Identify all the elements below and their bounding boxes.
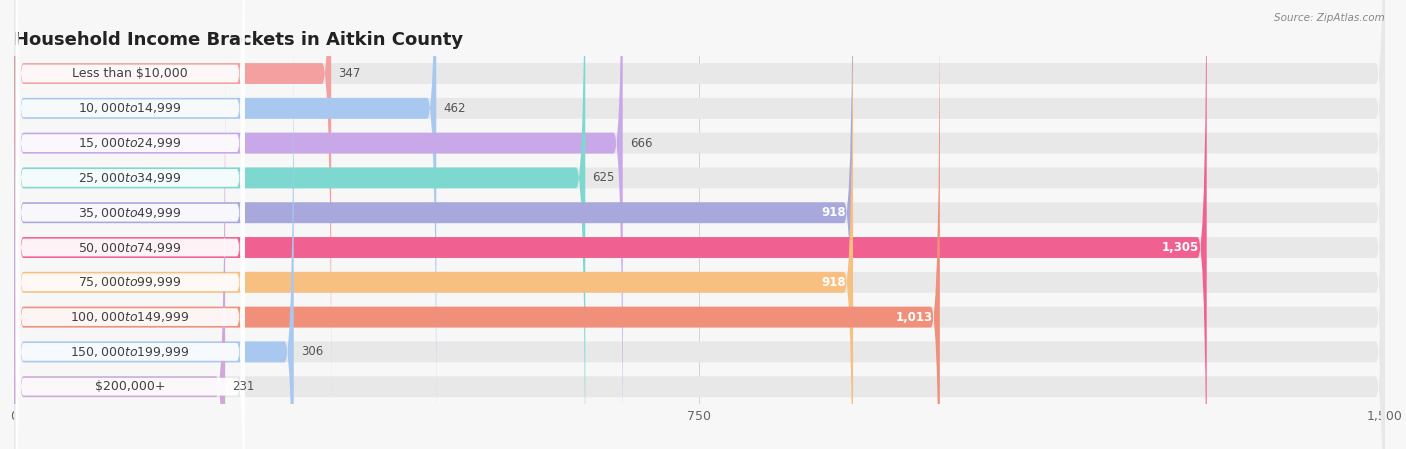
- Text: Source: ZipAtlas.com: Source: ZipAtlas.com: [1274, 13, 1385, 23]
- Text: Less than $10,000: Less than $10,000: [72, 67, 188, 80]
- FancyBboxPatch shape: [14, 0, 853, 449]
- FancyBboxPatch shape: [14, 14, 1385, 449]
- FancyBboxPatch shape: [14, 14, 294, 449]
- FancyBboxPatch shape: [15, 48, 245, 449]
- Text: 1,013: 1,013: [896, 311, 932, 324]
- FancyBboxPatch shape: [14, 0, 585, 449]
- Text: $200,000+: $200,000+: [94, 380, 166, 393]
- FancyBboxPatch shape: [15, 0, 245, 343]
- FancyBboxPatch shape: [14, 0, 1385, 449]
- FancyBboxPatch shape: [14, 0, 1385, 449]
- Text: $15,000 to $24,999: $15,000 to $24,999: [79, 136, 181, 150]
- FancyBboxPatch shape: [14, 0, 436, 446]
- Text: $150,000 to $199,999: $150,000 to $199,999: [70, 345, 190, 359]
- FancyBboxPatch shape: [14, 0, 1385, 449]
- FancyBboxPatch shape: [15, 0, 245, 378]
- Text: $10,000 to $14,999: $10,000 to $14,999: [79, 101, 181, 115]
- FancyBboxPatch shape: [15, 117, 245, 449]
- FancyBboxPatch shape: [14, 0, 1385, 449]
- FancyBboxPatch shape: [15, 0, 245, 449]
- Text: 306: 306: [301, 345, 323, 358]
- Text: $50,000 to $74,999: $50,000 to $74,999: [79, 241, 181, 255]
- Text: $25,000 to $34,999: $25,000 to $34,999: [79, 171, 181, 185]
- Text: $100,000 to $149,999: $100,000 to $149,999: [70, 310, 190, 324]
- Text: 462: 462: [444, 102, 467, 115]
- Text: 666: 666: [630, 136, 652, 150]
- Text: 625: 625: [592, 172, 614, 185]
- FancyBboxPatch shape: [14, 0, 1385, 449]
- FancyBboxPatch shape: [14, 49, 1385, 449]
- Text: Household Income Brackets in Aitkin County: Household Income Brackets in Aitkin Coun…: [14, 31, 463, 49]
- FancyBboxPatch shape: [14, 0, 332, 411]
- FancyBboxPatch shape: [14, 0, 623, 449]
- FancyBboxPatch shape: [15, 0, 245, 449]
- Text: 231: 231: [232, 380, 254, 393]
- Text: 918: 918: [821, 276, 846, 289]
- Text: $75,000 to $99,999: $75,000 to $99,999: [79, 275, 181, 289]
- Text: 347: 347: [339, 67, 361, 80]
- FancyBboxPatch shape: [14, 0, 1385, 411]
- FancyBboxPatch shape: [14, 0, 939, 449]
- FancyBboxPatch shape: [14, 0, 1206, 449]
- FancyBboxPatch shape: [15, 83, 245, 449]
- Text: 918: 918: [821, 206, 846, 219]
- FancyBboxPatch shape: [14, 0, 853, 449]
- FancyBboxPatch shape: [15, 0, 245, 413]
- FancyBboxPatch shape: [15, 13, 245, 449]
- Text: $35,000 to $49,999: $35,000 to $49,999: [79, 206, 181, 220]
- FancyBboxPatch shape: [14, 49, 225, 449]
- FancyBboxPatch shape: [15, 0, 245, 447]
- Text: 1,305: 1,305: [1163, 241, 1199, 254]
- FancyBboxPatch shape: [14, 0, 1385, 449]
- FancyBboxPatch shape: [14, 0, 1385, 446]
